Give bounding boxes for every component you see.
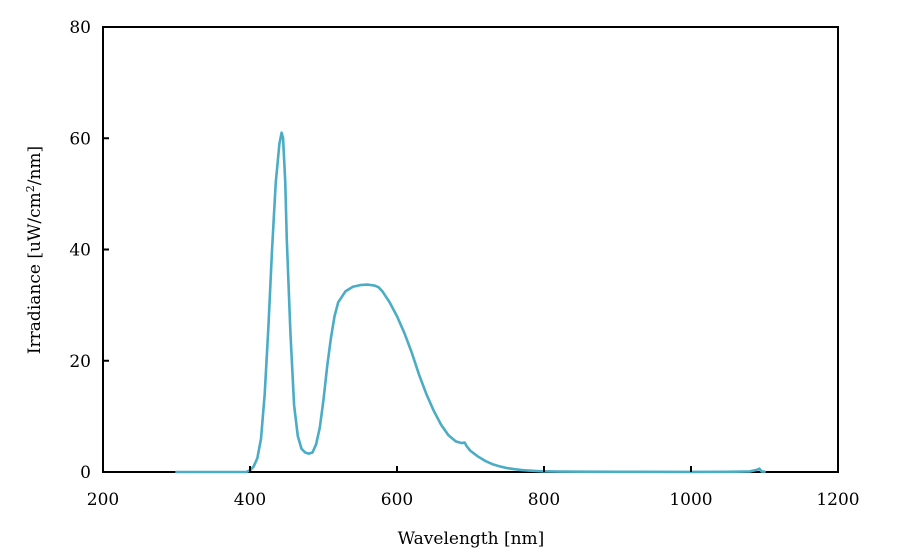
x-tick-label: 1000	[669, 490, 712, 510]
y-axis-ticks: 0 20 40 60 80	[69, 18, 109, 483]
y-axis-title-suffix: /nm]	[25, 146, 45, 185]
x-axis-title: Wavelength [nm]	[398, 529, 545, 549]
x-tick-label: 800	[528, 490, 560, 510]
y-tick-label: 60	[69, 129, 91, 149]
y-axis-title: Irradiance [uW/cm2/nm]	[24, 146, 45, 354]
x-tick-label: 600	[381, 490, 413, 510]
series-line	[175, 131, 766, 474]
y-tick-label: 0	[80, 463, 91, 483]
x-tick-label: 400	[234, 490, 266, 510]
x-axis-ticks: 200 400 600 800 1000 1200	[87, 466, 860, 510]
x-tick-label: 1200	[816, 490, 859, 510]
x-tick-label: 200	[87, 490, 119, 510]
y-tick-label: 20	[69, 352, 91, 372]
y-axis-title-main: Irradiance [uW/cm	[25, 192, 45, 354]
plot-frame	[102, 26, 839, 473]
y-axis-title-superscript: 2	[24, 185, 37, 192]
plot-area	[102, 26, 839, 474]
y-tick-label: 80	[69, 18, 91, 38]
y-tick-label: 40	[69, 241, 91, 261]
